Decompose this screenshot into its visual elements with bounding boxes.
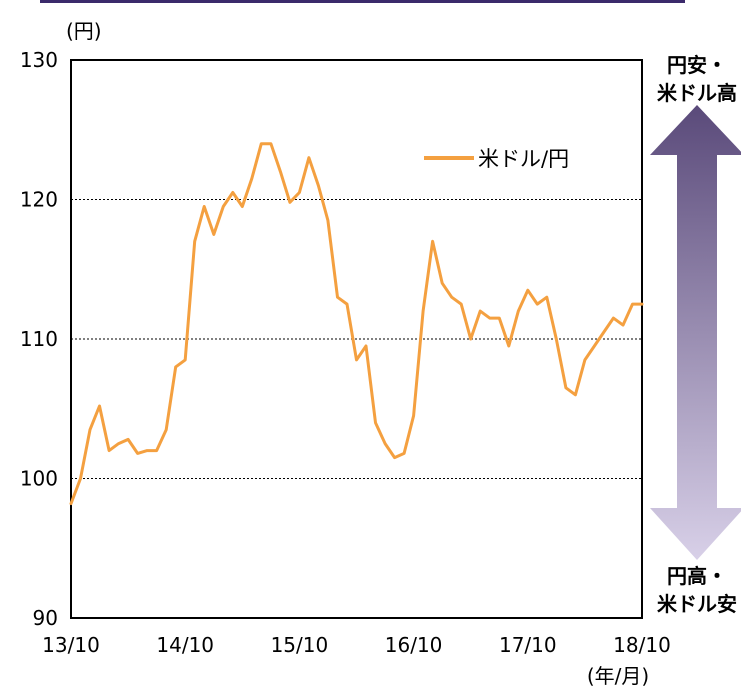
x-tick-label: 18/10 (613, 633, 671, 657)
arrow-bottom-label-line2: 米ドル安 (657, 592, 737, 616)
y-tick-labels: 90 100 110 120 130 (20, 48, 58, 630)
y-axis-unit: (円) (66, 19, 102, 43)
grid-lines (71, 199, 642, 479)
yen-direction-arrow (650, 105, 741, 560)
x-tick-label: 13/10 (42, 633, 100, 657)
plot-frame (70, 59, 643, 619)
series-line-usdjpy (69, 142, 644, 506)
arrow-bottom-label-line1: 円高・ (667, 564, 727, 588)
x-tick-label: 15/10 (271, 633, 329, 657)
x-tick-label: 17/10 (499, 633, 557, 657)
arrow-shape (650, 105, 741, 560)
arrow-top-label-line2: 米ドル高 (657, 81, 737, 105)
x-tick-labels: 13/10 14/10 15/10 16/10 17/10 18/10 (42, 633, 671, 657)
x-tick-label: 16/10 (385, 633, 443, 657)
y-tick-label: 110 (20, 327, 58, 351)
y-tick-label: 100 (20, 467, 58, 491)
y-tick-label: 120 (20, 188, 58, 212)
header-rule (40, 0, 685, 3)
y-tick-label: 90 (33, 606, 58, 630)
y-tick-label: 130 (20, 48, 58, 72)
legend: 米ドル/円 (424, 147, 569, 171)
x-tick-label: 14/10 (156, 633, 214, 657)
arrow-top-label-line1: 円安・ (667, 53, 727, 77)
x-axis-unit: (年/月) (587, 664, 649, 688)
legend-label: 米ドル/円 (478, 147, 569, 171)
